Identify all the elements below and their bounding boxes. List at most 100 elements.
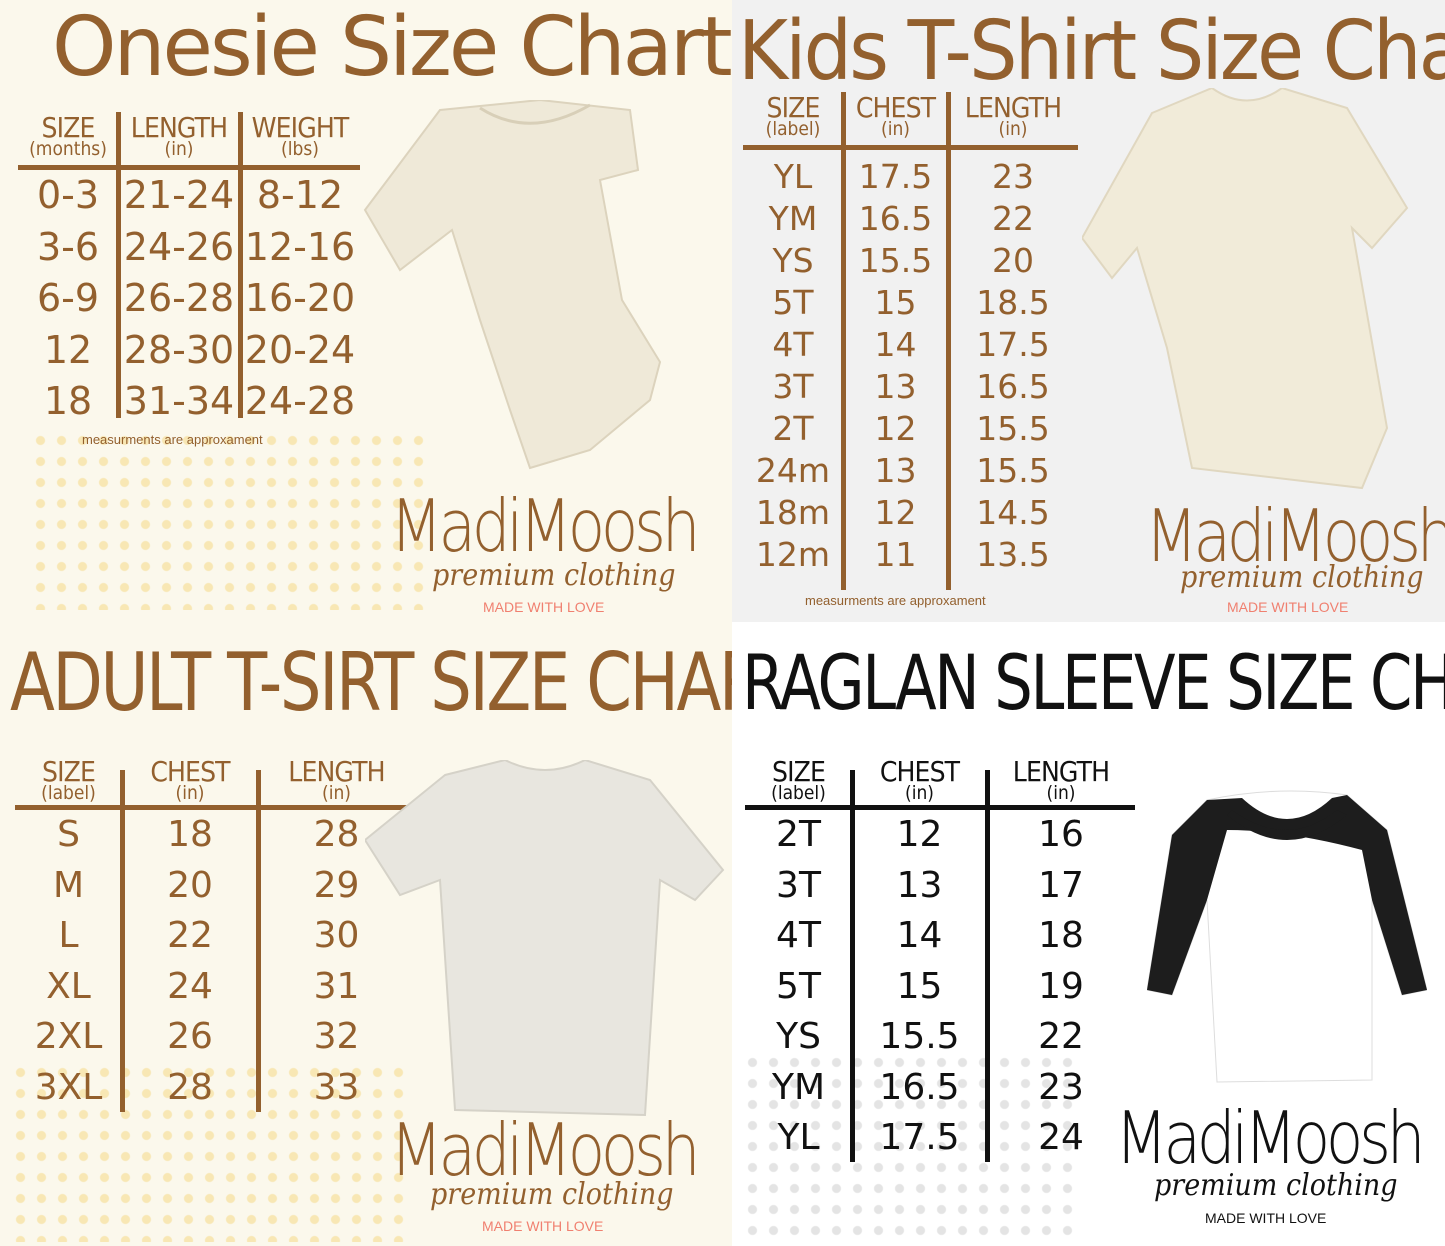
table-cell: XL: [46, 965, 91, 1007]
column-header: LENGTH (in): [987, 758, 1135, 803]
table-cell: YM: [768, 199, 818, 238]
column-header-unit: (in): [322, 782, 351, 804]
column-header-label: CHEST: [150, 755, 230, 788]
table-cell: 26: [167, 1016, 213, 1057]
column-header-label: LENGTH: [288, 755, 385, 788]
column-header-unit: (months): [29, 138, 107, 160]
table-cell: 12m: [755, 535, 831, 574]
column-header: SIZE (label): [745, 758, 852, 803]
table-cell: 15.5: [976, 409, 1050, 448]
column-header-label: SIZE: [41, 111, 95, 144]
table-cell: 32: [313, 1016, 360, 1057]
table-cell: 21-24: [123, 173, 235, 217]
column-header-unit: (label): [765, 118, 821, 140]
table-cell: YL: [773, 157, 813, 196]
table-cell: 13: [874, 451, 917, 490]
header-rule: [743, 145, 1078, 150]
column-divider: [116, 112, 121, 418]
column-header-label: LENGTH: [130, 111, 228, 144]
table-cell: 30: [313, 915, 360, 956]
table-cell: 33: [313, 1066, 360, 1108]
column-header-unit: (in): [1046, 782, 1076, 804]
table-cell: 31-34: [123, 379, 235, 423]
column-header-label: SIZE: [41, 755, 96, 788]
table-cell: 17: [1038, 864, 1084, 906]
table-cell: 24m: [755, 451, 831, 490]
brand-logo: MadiMoosh: [1115, 1096, 1426, 1180]
column-header: CHEST (in): [122, 758, 258, 803]
column-header-unit: (in): [164, 138, 194, 160]
column-header-unit: (in): [881, 118, 910, 140]
table-cell: 17.5: [976, 325, 1050, 364]
brand-logo: MadiMoosh: [390, 484, 701, 568]
column-divider: [238, 112, 243, 418]
brand-tagline: premium clothing: [432, 558, 676, 593]
column-header-unit: (lbs): [281, 138, 319, 160]
tshirt-image: [365, 760, 725, 1117]
table-cell: 22: [1038, 1016, 1084, 1057]
column-divider: [985, 770, 990, 1162]
table-cell: 28: [167, 1066, 213, 1108]
column-header: LENGTH (in): [118, 114, 240, 159]
made-with-love: MADE WITH LOVE: [1227, 599, 1349, 615]
header-rule: [15, 805, 415, 810]
column-header-label: CHEST: [879, 755, 960, 788]
onesie-size-chart-panel: Onesie Size Chart SIZE (months) LENGTH (…: [0, 0, 732, 622]
brand-tagline: premium clothing: [430, 1177, 674, 1212]
table-cell: 16-20: [244, 276, 356, 320]
column-header: SIZE (label): [15, 758, 122, 803]
brand-tagline: premium clothing: [1180, 560, 1424, 595]
column-header-unit: (label): [771, 782, 826, 804]
header-rule: [18, 165, 360, 170]
table-cell: 19: [1038, 965, 1084, 1007]
table-cell: 15.5: [976, 451, 1050, 490]
table-cell: 14.5: [976, 493, 1050, 532]
table-cell: 18: [43, 379, 93, 423]
table-cell: 12: [874, 493, 917, 532]
column-header: SIZE (months): [18, 114, 118, 159]
table-cell: 23: [1038, 1066, 1084, 1108]
brand-logo: MadiMoosh: [1145, 494, 1445, 578]
column-divider: [120, 770, 125, 1112]
made-with-love: MADE WITH LOVE: [1205, 1210, 1327, 1226]
column-header-unit: (label): [41, 782, 96, 804]
panel-title: ADULT T-SIRT SIZE CHART: [10, 636, 732, 729]
table-cell: 13: [874, 367, 917, 406]
column-header-label: CHEST: [855, 91, 936, 124]
table-cell: 20: [992, 241, 1034, 280]
table-cell: 2XL: [34, 1016, 103, 1057]
table-cell: 24: [1038, 1117, 1084, 1158]
panel-title: Kids T-Shirt Size Chart: [738, 4, 1445, 99]
table-cell: 3-6: [36, 224, 100, 269]
table-cell: 3XL: [34, 1066, 103, 1108]
table-cell: 16.5: [976, 367, 1050, 406]
table-cell: 12: [896, 814, 943, 855]
table-cell: 14: [874, 325, 917, 364]
raglan-image: [1147, 790, 1427, 1083]
raglan-sleeve-size-chart-panel: RAGLAN SLEEVE SIZE CHART SIZE (label) CH…: [732, 622, 1445, 1246]
table-cell: 12: [43, 327, 93, 372]
table-cell: M: [52, 864, 85, 906]
approx-note: measurments are approxament: [82, 432, 263, 447]
column-header-label: LENGTH: [1012, 755, 1110, 788]
table-cell: 16.5: [879, 1066, 960, 1108]
made-with-love: MADE WITH LOVE: [483, 599, 605, 615]
table-cell: 3T: [776, 864, 821, 906]
table-cell: 15: [896, 965, 943, 1007]
table-cell: 3T: [772, 367, 814, 406]
table-cell: 22: [167, 915, 213, 956]
halftone-dots: [30, 430, 430, 610]
table-cell: 16.5: [858, 199, 933, 238]
column-header: SIZE (label): [743, 94, 843, 139]
column-header-unit: (in): [175, 782, 205, 804]
table-cell: 13.5: [976, 535, 1050, 574]
table-cell: 2T: [772, 409, 814, 448]
table-cell: 23: [992, 157, 1034, 196]
table-cell: YL: [777, 1117, 820, 1158]
column-header: CHEST (in): [843, 94, 948, 139]
table-cell: 0-3: [36, 173, 100, 217]
table-cell: YS: [772, 241, 814, 280]
column-header: WEIGHT (lbs): [240, 114, 360, 159]
table-cell: 13: [896, 864, 943, 906]
table-cell: 15.5: [858, 241, 933, 280]
